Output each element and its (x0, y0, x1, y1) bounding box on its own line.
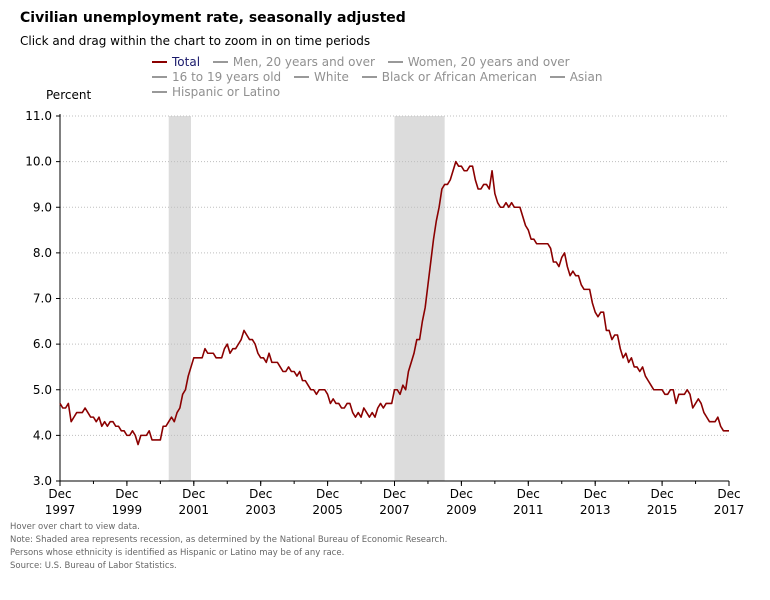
legend-item-men[interactable]: Men, 20 years and over (212, 55, 375, 70)
x-tick-label: Dec (650, 487, 673, 501)
x-tick-label: Dec (517, 487, 540, 501)
series-line-total (59, 160, 729, 446)
legend-label: White (314, 70, 349, 84)
x-tick-label: 2011 (513, 503, 544, 517)
x-tick-label: 1999 (112, 503, 143, 517)
legend-item-women[interactable]: Women, 20 years and over (387, 55, 570, 70)
y-tick-label: 5.0 (33, 383, 52, 397)
x-tick-label: 2003 (245, 503, 276, 517)
y-axis-title: Percent (46, 88, 92, 102)
legend-item-white[interactable]: White (294, 70, 349, 85)
y-tick-label: 7.0 (33, 292, 52, 306)
x-tick-label: Dec (584, 487, 607, 501)
legend-swatch (212, 60, 228, 63)
line-chart[interactable]: 3.0 4.0 5.0 6.0 7.0 8.0 9.0 10.0 11.0 Dec 1997 Dec 1… (0, 0, 770, 520)
legend-label: Hispanic or Latino (172, 85, 281, 99)
x-tick-label: Dec (115, 487, 138, 501)
y-tick-label: 8.0 (33, 246, 52, 260)
note-line: Persons whose ethnicity is identified as… (10, 548, 345, 558)
x-tick-label: 2001 (179, 503, 210, 517)
legend-item-asian[interactable]: Asian (549, 70, 603, 85)
note-line: Hover over chart to view data. (10, 522, 140, 532)
legend-item-hispanic[interactable]: Hispanic or Latino (152, 85, 280, 100)
legend: Total Men, 20 years and over Women, 20 y… (152, 55, 622, 100)
legend-item-teens[interactable]: 16 to 19 years old (152, 70, 281, 85)
x-tick-label: Dec (450, 487, 473, 501)
x-tick-label: Dec (48, 487, 71, 501)
legend-item-total[interactable]: Total (152, 55, 200, 70)
legend-swatch (152, 75, 167, 78)
x-tick-label: Dec (249, 487, 272, 501)
y-tick-label: 4.0 (33, 428, 52, 442)
legend-label: Black or African American (381, 70, 537, 84)
x-tick-label: 1997 (45, 503, 76, 517)
legend-swatch (294, 75, 309, 78)
recession-band (168, 116, 192, 481)
x-tick-label: Dec (383, 487, 406, 501)
legend-label: 16 to 19 years old (172, 70, 282, 84)
note-line: Source: U.S. Bureau of Labor Statistics. (10, 561, 177, 571)
x-tick-label: 2017 (714, 503, 745, 517)
legend-swatch (152, 60, 167, 63)
y-tick-label: 9.0 (33, 200, 52, 214)
y-tick-label: 11.0 (25, 109, 52, 123)
legend-swatch (152, 90, 167, 93)
note-line: Note: Shaded area represents recession, … (10, 535, 448, 545)
x-tick-label: 2005 (312, 503, 343, 517)
legend-swatch (361, 75, 377, 78)
x-tick-label: Dec (316, 487, 339, 501)
x-tick-label: Dec (182, 487, 205, 501)
x-tick-label: Dec (717, 487, 740, 501)
y-tick-label: 6.0 (33, 337, 52, 351)
y-tick-label: 3.0 (33, 474, 52, 488)
x-tick-label: 2009 (446, 503, 477, 517)
chart-title: Civilian unemployment rate, seasonally a… (20, 10, 406, 26)
y-tick-label: 10.0 (25, 155, 52, 169)
legend-label: Asian (569, 70, 603, 84)
chart-subtitle: Click and drag within the chart to zoom … (20, 34, 371, 48)
x-tick-label: 2007 (379, 503, 410, 517)
legend-label: Women, 20 years and over (407, 55, 570, 69)
legend-label: Total (172, 55, 201, 69)
x-tick-label: 2013 (580, 503, 611, 517)
legend-swatch (549, 75, 565, 78)
legend-item-black[interactable]: Black or African American (361, 70, 537, 85)
legend-swatch (387, 60, 403, 63)
x-tick-label: 2015 (647, 503, 678, 517)
legend-label: Men, 20 years and over (232, 55, 375, 69)
chart-notes: Hover over chart to view data. Note: Sha… (10, 521, 447, 573)
